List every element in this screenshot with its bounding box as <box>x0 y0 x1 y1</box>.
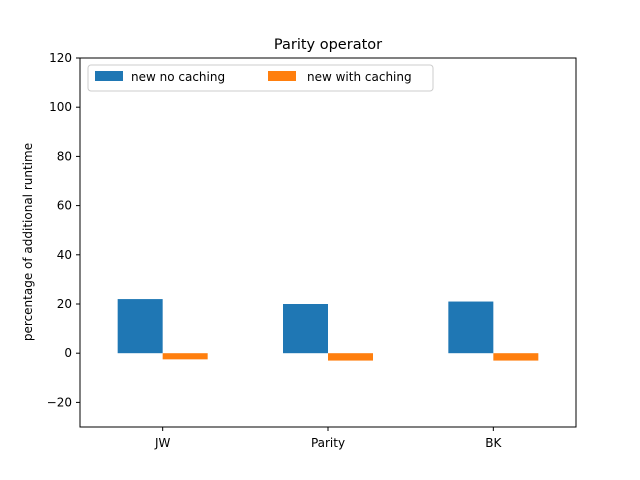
x-tick-label: JW <box>154 436 171 450</box>
bar-new-with-caching-bk <box>493 353 539 361</box>
y-tick-label: 20 <box>57 297 72 311</box>
bars-layer <box>117 299 539 361</box>
y-tick-label: 120 <box>49 51 72 65</box>
legend-box <box>87 64 434 92</box>
x-tick-label: Parity <box>311 436 345 450</box>
x-tick-label: BK <box>485 436 502 450</box>
y-tick-label: 60 <box>57 199 72 213</box>
legend: new no caching new with caching <box>87 64 434 92</box>
bar-new-no-caching-parity <box>283 304 328 354</box>
y-axis-label: percentage of additional runtime <box>21 143 35 341</box>
bar-new-no-caching-jw <box>117 299 163 354</box>
bar-new-no-caching-bk <box>448 301 494 354</box>
y-tick-label: 80 <box>57 149 72 163</box>
legend-swatch-with-caching <box>268 71 296 81</box>
y-axis: −20 0 20 40 60 80 100 120 <box>47 51 80 409</box>
y-tick-label: 0 <box>64 346 72 360</box>
legend-label-with-caching: new with caching <box>307 70 412 84</box>
legend-label-no-caching: new no caching <box>131 70 225 84</box>
legend-swatch-no-caching <box>95 71 123 81</box>
y-tick-label: −20 <box>47 395 72 409</box>
plot-frame <box>79 57 577 428</box>
bar-new-with-caching-parity <box>328 353 373 361</box>
y-tick-label: 40 <box>57 248 72 262</box>
bar-new-with-caching-jw <box>162 353 208 360</box>
y-tick-label: 100 <box>49 100 72 114</box>
x-axis: JW Parity BK <box>154 427 503 450</box>
chart-title: Parity operator <box>274 37 382 53</box>
